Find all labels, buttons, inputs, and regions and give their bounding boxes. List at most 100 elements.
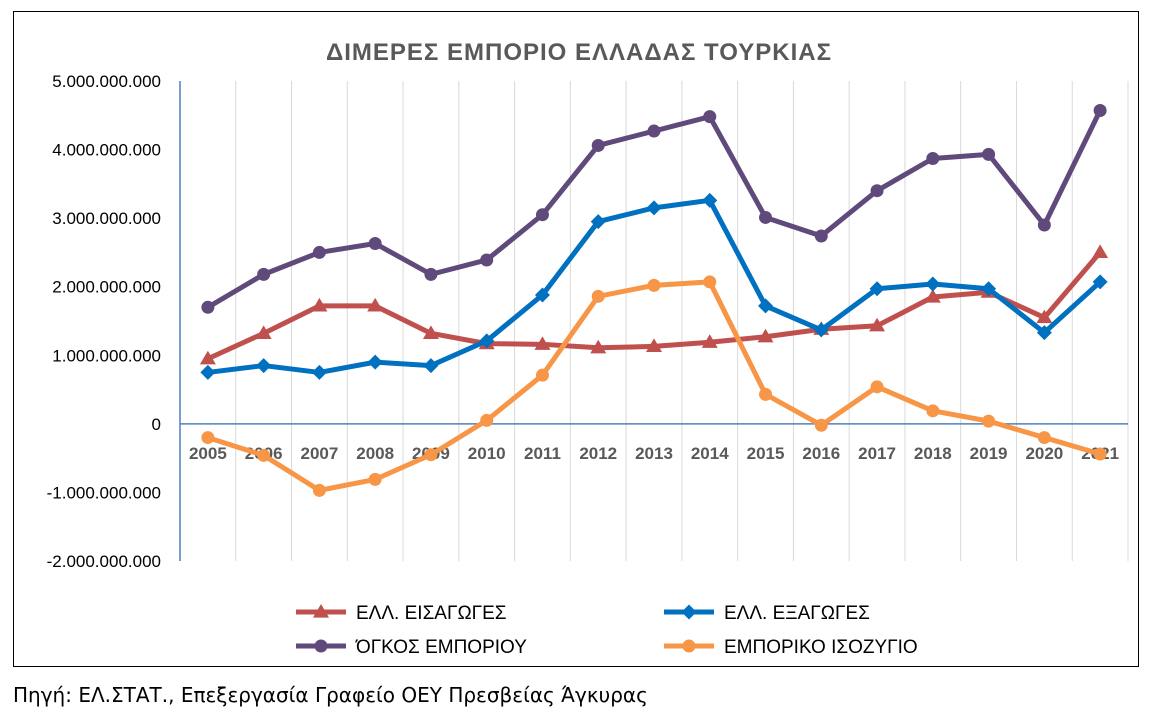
data-point (480, 253, 494, 267)
data-point (257, 448, 271, 462)
data-point (311, 297, 328, 312)
x-tick-label: 2005 (189, 444, 227, 463)
x-tick-label: 2011 (524, 444, 561, 463)
data-point (201, 300, 215, 314)
data-point (590, 339, 607, 354)
series-2 (200, 192, 1108, 380)
x-tick-label: 2010 (468, 444, 506, 463)
series-3 (201, 103, 1107, 314)
data-point (1036, 325, 1052, 341)
legend-item: ΕΛΛ. ΕΞΑΓΩΓΕΣ (664, 603, 870, 624)
x-tick-label: 2018 (914, 444, 952, 463)
chart-title: ΔΙΜΕΡΕΣ ΕΜΠΟΡΙΟ ΕΛΛΑΔΑΣ ΤΟΥΡΚΙΑΣ (326, 39, 832, 66)
data-point (535, 208, 549, 222)
data-point (926, 404, 940, 418)
data-point (1093, 447, 1107, 461)
data-point (924, 289, 941, 303)
data-point (681, 604, 697, 620)
data-point (256, 358, 272, 374)
data-point (757, 328, 774, 343)
data-point (368, 237, 382, 251)
series-4 (201, 275, 1107, 497)
y-tick-label: 2.000.000.000 (52, 278, 161, 297)
y-tick-labels: 5.000.000.000 4.000.000.000 3.000.000.000 2… (47, 72, 161, 571)
data-point (534, 336, 551, 350)
data-point (1092, 244, 1109, 259)
data-point (870, 184, 884, 198)
data-point (368, 472, 382, 486)
data-point (367, 297, 384, 312)
x-tick-label: 2014 (691, 444, 729, 463)
data-point (1093, 103, 1107, 117)
data-point (758, 298, 774, 314)
x-tick-label: 2015 (747, 444, 785, 463)
data-point (814, 229, 828, 243)
data-point (1037, 431, 1051, 445)
data-point (869, 281, 885, 297)
y-tick-label: 3.000.000.000 (52, 209, 161, 228)
data-point (312, 483, 326, 497)
data-point (313, 604, 329, 618)
legend-item: ΕΜΠΟΡΙΚΟ ΙΣΟΖΥΓΙΟ (664, 637, 918, 658)
x-tick-label: 2012 (579, 444, 617, 463)
data-point (814, 418, 828, 432)
data-point (200, 364, 216, 380)
source-note: Πηγή: ΕΛ.ΣΤΑΤ., Επεξεργασία Γραφείο ΟΕΥ … (13, 683, 648, 707)
data-point (982, 414, 996, 428)
data-point (646, 338, 662, 352)
data-point (925, 276, 941, 292)
legend-label: ΌΓΚΟΣ ΕΜΠΟΡΙΟΥ (355, 637, 527, 658)
data-point (759, 387, 773, 401)
data-point (311, 364, 327, 380)
data-point (591, 289, 605, 303)
data-point (1092, 274, 1108, 290)
x-tick-label: 2013 (635, 444, 673, 463)
data-point (926, 151, 940, 165)
x-tick-label: 2007 (300, 444, 338, 463)
data-point (422, 325, 439, 339)
x-tick-label: 2017 (858, 444, 896, 463)
x-tick-labels: 2005200620072008200920102011201220132014… (189, 444, 1119, 463)
gridlines (179, 81, 1129, 561)
data-point (869, 317, 886, 332)
y-tick-label: 1.000.000.000 (52, 346, 161, 365)
data-point (312, 245, 326, 259)
legend-label: ΕΜΠΟΡΙΚΟ ΙΣΟΖΥΓΙΟ (724, 637, 918, 658)
data-point (367, 354, 383, 370)
data-point (703, 110, 717, 124)
legend-label: ΕΛΛ. ΕΞΑΓΩΓΕΣ (724, 603, 870, 624)
data-point (702, 192, 718, 208)
data-point (201, 431, 215, 445)
y-tick-label: 5.000.000.000 (52, 72, 161, 91)
legend-item: ΌΓΚΟΣ ΕΜΠΟΡΙΟΥ (296, 637, 527, 658)
data-point (703, 275, 717, 289)
data-point (479, 333, 495, 349)
y-tick-label: 4.000.000.000 (52, 141, 161, 160)
data-point (701, 334, 718, 348)
chart-svg: ΔΙΜΕΡΕΣ ΕΜΠΟΡΙΟ ΕΛΛΑΔΑΣ ΤΟΥΡΚΙΑΣ 5.000.00… (47, 39, 1129, 658)
series-1 (199, 244, 1109, 365)
legend-item: ΕΛΛ. ΕΙΣΑΓΩΓΕΣ (296, 603, 507, 624)
data-point (981, 281, 997, 297)
data-point (647, 124, 661, 138)
data-point (682, 639, 696, 653)
legend: ΕΛΛ. ΕΙΣΑΓΩΓΕΣ ΕΛΛ. ΕΞΑΓΩΓΕΣ ΌΓΚΟΣ ΕΜΠΟΡΙΟ… (296, 603, 918, 658)
y-tick-label: 0 (152, 415, 161, 434)
data-point (813, 322, 829, 338)
x-tick-label: 2020 (1025, 444, 1063, 463)
data-point (1037, 218, 1051, 232)
x-tick-label: 2019 (970, 444, 1008, 463)
x-tick-label: 2008 (356, 444, 394, 463)
data-point (424, 267, 438, 281)
data-point (982, 147, 996, 161)
data-point (199, 350, 216, 365)
data-point (480, 413, 494, 427)
data-point (314, 639, 328, 653)
data-point (424, 448, 438, 462)
data-point (255, 325, 272, 339)
chart-frame: ΔΙΜΕΡΕΣ ΕΜΠΟΡΙΟ ΕΛΛΑΔΑΣ ΤΟΥΡΚΙΑΣ 5.000.00… (13, 11, 1139, 667)
data-point (535, 368, 549, 382)
data-point (646, 200, 662, 216)
data-point (257, 267, 271, 281)
data-point (423, 358, 439, 374)
